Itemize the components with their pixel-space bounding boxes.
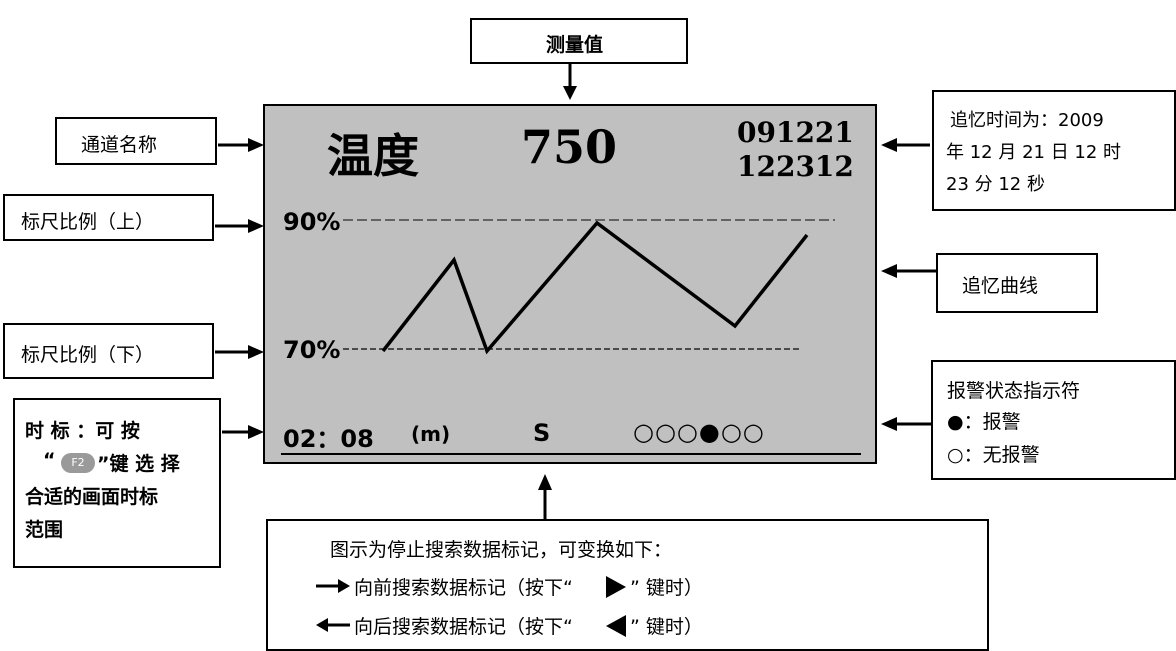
channel-name-box: 通道名称: [55, 117, 217, 165]
recall-curve-box: 追忆曲线: [936, 253, 1098, 313]
alarm-indicator: ○: [720, 418, 743, 446]
search-line2b: ” 键时）: [630, 577, 703, 599]
screen-date: 091221: [737, 116, 854, 149]
search-line3b: ” 键时）: [630, 616, 703, 638]
screen-timebase: 02：08: [283, 425, 374, 453]
alarm-indicator: ○: [742, 418, 765, 446]
f2-key-icon: F2: [61, 453, 95, 473]
alarm-indicator: ●: [698, 418, 721, 446]
alarm-line1: 报警状态指示符: [947, 380, 1081, 402]
screen-mode: S: [533, 419, 551, 447]
recall-time-box: 追忆时间为：2009 年 12 月 21 日 12 时 23 分 12 秒: [932, 90, 1176, 211]
time-scale-line2: ”键 选 择: [97, 453, 180, 475]
alarm-indicator: ○: [633, 418, 655, 446]
search-line1: 图示为停止搜索数据标记，可变换如下：: [330, 539, 673, 561]
search-line3: 向后搜索数据标记（按下“: [354, 616, 573, 638]
time-scale-line1: 时 标 ：可 按: [25, 420, 140, 442]
time-scale-quote-open: “: [43, 449, 56, 471]
channel-name-label: 通道名称: [81, 134, 158, 156]
time-scale-box: 时 标 ：可 按 “ F2 ”键 选 择 合适的画面时标 范围: [13, 398, 221, 568]
backward-key-icon: [606, 615, 626, 637]
scale-lower-label: 标尺比例（下）: [21, 344, 155, 366]
screen-measured-value: 750: [521, 120, 618, 174]
arrow-right-icon: [316, 579, 350, 593]
screen-graphics: [281, 219, 861, 455]
recall-time-line3: 23 分 12 秒: [946, 174, 1045, 195]
measured-value-label: 测量值: [546, 34, 604, 56]
scale-upper-box: 标尺比例（上）: [3, 194, 214, 241]
recall-time-line1: 追忆时间为：2009: [950, 110, 1104, 131]
scale-lower-box: 标尺比例（下）: [3, 323, 214, 379]
screen-upper-scale: 90%: [283, 208, 341, 236]
screen-lower-scale: 70%: [283, 336, 341, 364]
alarm-indicator: ○: [654, 418, 677, 446]
screen-channel-name: 温度: [327, 129, 419, 183]
alarm-indicator-row: ○○○●○○: [633, 418, 765, 446]
recall-curve-label: 追忆曲线: [962, 275, 1039, 297]
scale-upper-label: 标尺比例（上）: [21, 211, 155, 233]
time-scale-line4: 范围: [25, 519, 64, 541]
measured-value-label-box: 测量值: [470, 18, 688, 64]
screen-unit: (m): [411, 422, 451, 446]
recall-time-line2: 年 12 月 21 日 12 时: [946, 142, 1122, 163]
recall-curve-line: [381, 220, 809, 355]
alarm-line3: ○：无报警: [947, 444, 1040, 466]
arrow-left-icon: [316, 618, 350, 632]
search-line2: 向前搜索数据标记（按下“: [354, 577, 573, 599]
time-scale-line3: 合适的画面时标: [25, 486, 159, 508]
device-screen: 温度 750 091221 122312 90% 70% 02：08 (m) S…: [263, 104, 877, 464]
alarm-line2: ●：报警: [947, 411, 1021, 433]
screen-time: 122312: [737, 150, 854, 183]
forward-key-icon: [606, 576, 626, 598]
f2-key-label: F2: [71, 456, 85, 469]
search-mark-box: 图示为停止搜索数据标记，可变换如下： 向前搜索数据标记（按下“ ” 键时） 向后…: [266, 519, 989, 651]
alarm-indicator-box: 报警状态指示符 ●：报警 ○：无报警: [931, 360, 1176, 480]
alarm-indicator: ○: [676, 418, 699, 446]
